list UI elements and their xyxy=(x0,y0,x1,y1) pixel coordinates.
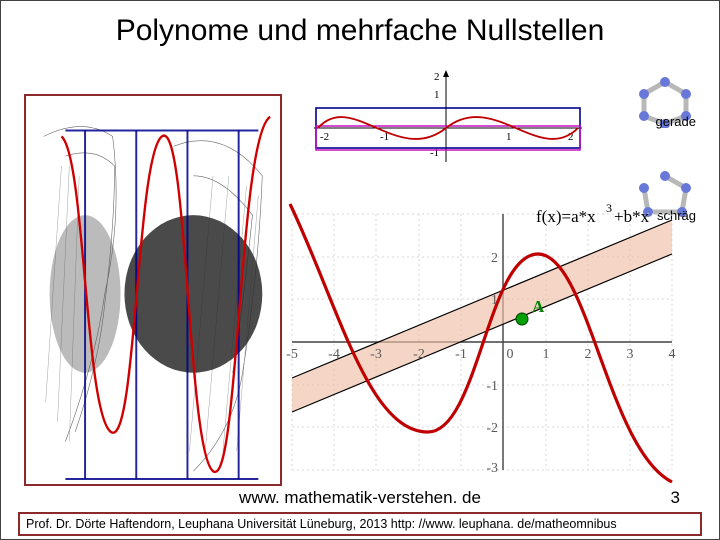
content-area: -2 -1 1 2 1 2 -1 gerade xyxy=(24,68,702,492)
svg-text:-2: -2 xyxy=(320,131,329,143)
svg-text:2: 2 xyxy=(434,71,440,83)
svg-text:3: 3 xyxy=(627,347,634,362)
svg-text:4: 4 xyxy=(669,347,676,362)
footer-box: Prof. Dr. Dörte Haftendorn, Leuphana Uni… xyxy=(18,512,702,536)
svg-text:-3: -3 xyxy=(370,347,382,362)
small-sine-chart: -2 -1 1 2 1 2 -1 xyxy=(306,68,588,168)
svg-text:2: 2 xyxy=(491,251,498,266)
svg-text:1: 1 xyxy=(506,131,512,143)
svg-text:-3: -3 xyxy=(486,461,498,476)
website-url: www. mathematik-verstehen. de xyxy=(0,488,720,508)
cubic-chart: A -5 -4 -3 -2 -1 0 1 2 3 4 2 1 -1 -2 -3 xyxy=(278,194,684,490)
slide-title: Polynome und mehrfache Nullstellen xyxy=(0,14,720,48)
label-gerade: gerade xyxy=(656,114,696,129)
svg-text:1: 1 xyxy=(434,89,440,101)
svg-text:-4: -4 xyxy=(328,347,340,362)
page-number: 3 xyxy=(671,488,680,508)
svg-text:3: 3 xyxy=(606,201,612,215)
svg-text:2: 2 xyxy=(585,347,592,362)
svg-text:0: 0 xyxy=(507,347,514,362)
svg-text:-2: -2 xyxy=(486,421,498,436)
svg-text:-1: -1 xyxy=(455,347,467,362)
svg-text:-5: -5 xyxy=(286,347,298,362)
equation-label: f(x)=a*x 3 +b*x xyxy=(536,201,650,226)
svg-text:-2: -2 xyxy=(413,347,425,362)
footer-text: Prof. Dr. Dörte Haftendorn, Leuphana Uni… xyxy=(26,517,617,531)
svg-text:1: 1 xyxy=(543,347,550,362)
point-a-label: A xyxy=(532,297,545,316)
illustration-engraving xyxy=(24,94,282,486)
svg-text:1: 1 xyxy=(491,293,498,308)
svg-text:f(x)=a*x: f(x)=a*x xyxy=(536,207,596,226)
svg-text:-1: -1 xyxy=(430,147,439,159)
svg-text:+b*x: +b*x xyxy=(614,207,650,226)
svg-text:-1: -1 xyxy=(486,379,498,394)
